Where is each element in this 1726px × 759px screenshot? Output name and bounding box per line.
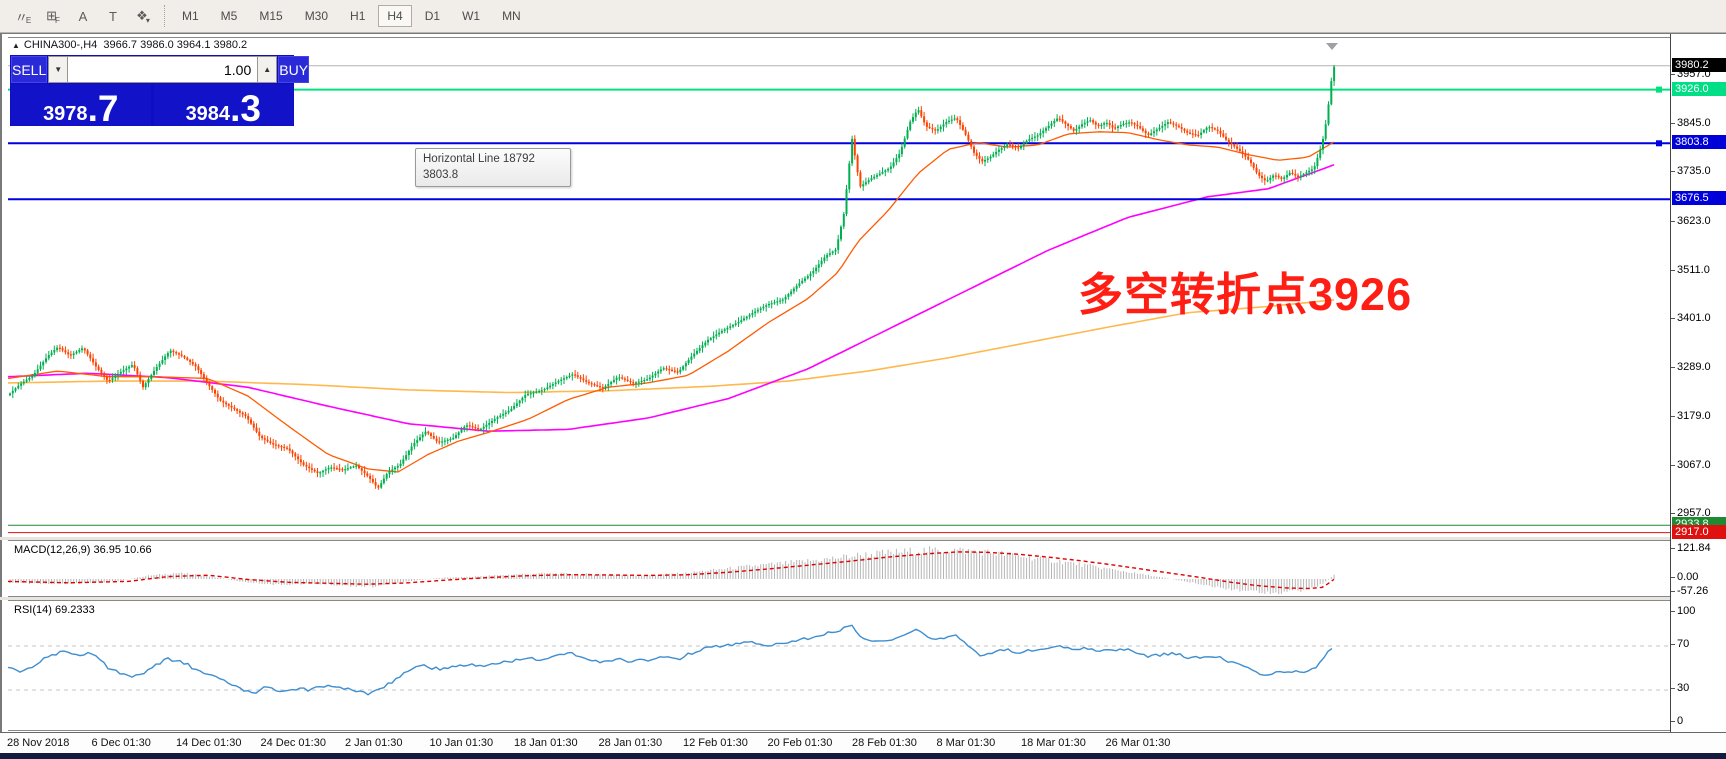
- time-label: 14 Dec 01:30: [176, 737, 242, 749]
- chart-title: ▲ CHINA300-,H4 3966.7 3986.0 3964.1 3980.…: [12, 39, 247, 51]
- time-label: 20 Feb 01:30: [767, 737, 833, 749]
- rsi-tick: 0: [1670, 714, 1684, 727]
- sell-button[interactable]: SELL: [11, 56, 48, 83]
- timeframe-button-m30[interactable]: M30: [304, 9, 329, 23]
- rsi-tick: 30: [1670, 681, 1690, 694]
- timeframe-button-d1[interactable]: D1: [424, 9, 441, 23]
- text-label-icon[interactable]: A: [78, 8, 88, 24]
- price-badge: 3676.5: [1672, 191, 1726, 206]
- tooltip-line2: 3803.8: [423, 169, 459, 181]
- sell-price-main: 3978: [43, 103, 88, 125]
- rsi-label: RSI(14) 69.2333: [14, 604, 95, 616]
- chart-annotation-text: 多空转折点3926: [1078, 269, 1413, 320]
- time-label: 10 Jan 01:30: [429, 737, 494, 749]
- volume-increase-button[interactable]: ▲: [257, 56, 278, 83]
- time-label: 28 Feb 01:30: [852, 737, 917, 749]
- grid-indicator-icon[interactable]: ⊞ F: [46, 8, 60, 25]
- buy-price-big-digit: 3: [240, 87, 261, 129]
- timeframe-button-m1[interactable]: M1: [182, 9, 199, 23]
- price-badge: 3926.0: [1672, 81, 1726, 96]
- timeframe-button-m15[interactable]: M15: [259, 9, 283, 23]
- panel-splitter[interactable]: [0, 597, 1670, 600]
- time-label: 24 Dec 01:30: [260, 737, 326, 749]
- timeframe-button-w1[interactable]: W1: [462, 9, 481, 23]
- price-tick: 3401.0: [1671, 312, 1711, 325]
- sell-price-display[interactable]: 3978. 7: [11, 84, 151, 129]
- price-badge: 3803.8: [1672, 135, 1726, 150]
- buy-button[interactable]: BUY: [278, 56, 310, 83]
- price-badge: 2917.0: [1672, 524, 1726, 539]
- sell-price-big-digit: 7: [97, 87, 119, 129]
- price-tick: 3179.0: [1671, 409, 1711, 422]
- macd-tick: -57.26: [1670, 584, 1709, 597]
- rsi-tick: 100: [1670, 604, 1696, 617]
- timeframe-button-mn[interactable]: MN: [502, 9, 521, 23]
- price-axis[interactable]: 3957.0 3845.0 3735.0 3623.0 3511.0 3401.0 3289…: [1670, 34, 1726, 753]
- time-label: 18 Mar 01:30: [1021, 737, 1086, 749]
- price-tick: 3735.0: [1671, 165, 1711, 178]
- volume-input[interactable]: [68, 56, 258, 83]
- tooltip-line1: Horizontal Line 18792: [423, 153, 535, 165]
- timeframe-button-h1[interactable]: H1: [350, 9, 366, 23]
- time-axis[interactable]: 28 Nov 2018 6 Dec 01:30 14 Dec 01:30 24 Dec…: [0, 732, 1726, 753]
- price-tick: 2957.0: [1671, 507, 1711, 520]
- time-label: 26 Mar 01:30: [1105, 737, 1171, 749]
- time-label: 8 Mar 01:30: [936, 737, 996, 749]
- macd-tick: 121.84: [1671, 541, 1711, 554]
- buy-price-dot: .: [230, 87, 241, 129]
- timeframe-button-h4[interactable]: H4: [378, 5, 412, 27]
- buy-price-main: 3984: [185, 103, 231, 125]
- rsi-tick: 70: [1670, 637, 1690, 650]
- toolbar: 〃 E ⊞ F A T ❖ ▾ M1 M5 M15 M30 H1 H4 D1 W1 MN: [0, 0, 1726, 33]
- volume-decrease-button[interactable]: ▼: [48, 56, 69, 83]
- timeframe-button-m5[interactable]: M5: [220, 9, 238, 23]
- time-label: 18 Jan 01:30: [514, 737, 578, 749]
- symbol-label: CHINA300-,H4: [23, 39, 98, 51]
- price-tick: 3623.0: [1671, 214, 1711, 227]
- text-box-icon[interactable]: T: [109, 8, 117, 24]
- price-tick: 3511.0: [1671, 263, 1710, 276]
- macd-label: MACD(12,26,9) 36.95 10.66: [14, 544, 152, 556]
- macd-panel[interactable]: MACD(12,26,9) 36.95 10.66: [8, 540, 1670, 597]
- sell-price-dot: .: [87, 87, 98, 129]
- time-label: 28 Nov 2018: [7, 737, 70, 749]
- bottom-window-edge: [0, 753, 1726, 759]
- one-click-trade-panel: SELL ▼ ▲ BUY 3978.7 3984.3: [10, 55, 310, 129]
- price-tick: 3845.0: [1671, 117, 1711, 130]
- hline-tooltip: Horizontal Line 18792 3803.8: [415, 148, 571, 187]
- price-tick: 3289.0: [1671, 361, 1711, 374]
- macd-tick: 0.00: [1670, 571, 1699, 583]
- time-label: 28 Jan 01:30: [598, 737, 663, 749]
- collapse-icon[interactable]: ▲: [12, 41, 20, 50]
- cursor-arrows-icon[interactable]: ❖ ▾: [136, 8, 150, 25]
- time-label: 12 Feb 01:30: [683, 737, 748, 749]
- time-label: 6 Dec 01:30: [91, 737, 151, 749]
- rsi-panel[interactable]: RSI(14) 69.2333: [8, 600, 1670, 731]
- toolbar-separator: [164, 5, 165, 27]
- panel-splitter[interactable]: [0, 537, 1670, 540]
- ohlc-values: 3966.7 3986.0 3964.1 3980.2: [103, 39, 248, 51]
- buy-price-display[interactable]: 3984. 3: [153, 84, 293, 129]
- time-label: 2 Jan 01:30: [345, 737, 403, 749]
- price-badge: 3980.2: [1672, 57, 1726, 72]
- draw-objects-icon[interactable]: 〃 E: [14, 9, 32, 25]
- price-tick: 3067.0: [1671, 458, 1711, 471]
